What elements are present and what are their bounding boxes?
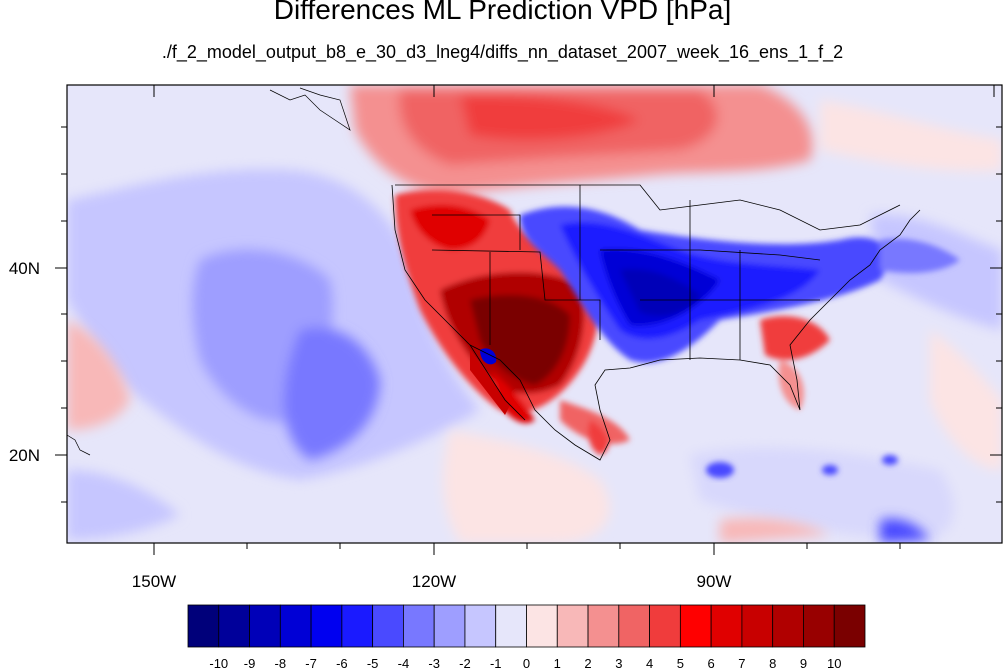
map-minor-ticks: [61, 126, 1002, 549]
colorbar-label: 8: [769, 656, 776, 671]
colorbar-swatch: [372, 604, 404, 648]
colorbar-swatch: [741, 604, 774, 648]
colorbar-label: 3: [615, 656, 622, 671]
colorbar-swatch: [679, 604, 712, 648]
colorbar-swatch: [403, 604, 435, 648]
lon-label-120w: 120W: [412, 572, 456, 591]
colorbar-label: -2: [459, 656, 471, 671]
colorbar: -10 -9 -8 -7 -6 -5 -4 -3 -2 -1 0 1 2 3 4 5 6 7 8 9 10: [187, 604, 866, 671]
colorbar-label: 10: [827, 656, 841, 671]
lat-label-40n: 40N: [9, 259, 40, 278]
colorbar-label: -6: [336, 656, 348, 671]
colorbar-swatch: [587, 604, 620, 648]
colorbar-swatch: [526, 604, 558, 648]
colorbar-label: -7: [305, 656, 317, 671]
colorbar-label: -9: [244, 656, 256, 671]
colorbar-label: -3: [428, 656, 440, 671]
colorbar-swatch: [464, 604, 497, 648]
colorbar-label: 7: [738, 656, 745, 671]
colorbar-label: -5: [367, 656, 379, 671]
colorbar-swatch: [495, 604, 527, 648]
colorbar-label: 2: [584, 656, 591, 671]
colorbar-label: -4: [398, 656, 410, 671]
colorbar-label: -1: [490, 656, 502, 671]
lat-label-20n: 20N: [9, 446, 40, 465]
lon-label-90w: 90W: [697, 572, 732, 591]
colorbar-swatch: [803, 604, 835, 648]
colorbar-label: -10: [209, 656, 228, 671]
map-title: Differences ML Prediction VPD [hPa]: [273, 0, 732, 25]
lon-label-150w: 150W: [132, 572, 176, 591]
colorbar-swatch: [279, 604, 312, 648]
colorbar-swatch: [218, 604, 250, 648]
colorbar-swatch: [249, 604, 281, 648]
colorbar-label: 9: [800, 656, 807, 671]
map-ticks: [55, 85, 1002, 555]
colorbar-swatch: [310, 604, 343, 648]
vpd-difference-field: [67, 85, 1002, 543]
colorbar-swatch: [710, 604, 743, 648]
colorbar-swatch: [618, 604, 650, 648]
colorbar-label: 1: [554, 656, 561, 671]
colorbar-swatch: [341, 604, 374, 648]
colorbar-label: -8: [275, 656, 287, 671]
map-subtitle: ./f_2_model_output_b8_e_30_d3_lneg4/diff…: [161, 42, 844, 62]
colorbar-label: 4: [646, 656, 653, 671]
colorbar-swatch: [772, 604, 804, 648]
colorbar-label: 6: [708, 656, 715, 671]
colorbar-swatch: [187, 604, 220, 648]
colorbar-swatch: [433, 604, 466, 648]
colorbar-label: 0: [523, 656, 530, 671]
colorbar-swatch: [556, 604, 589, 648]
colorbar-swatch: [833, 604, 866, 648]
colorbar-label: 5: [677, 656, 684, 671]
colorbar-swatch: [649, 604, 681, 648]
